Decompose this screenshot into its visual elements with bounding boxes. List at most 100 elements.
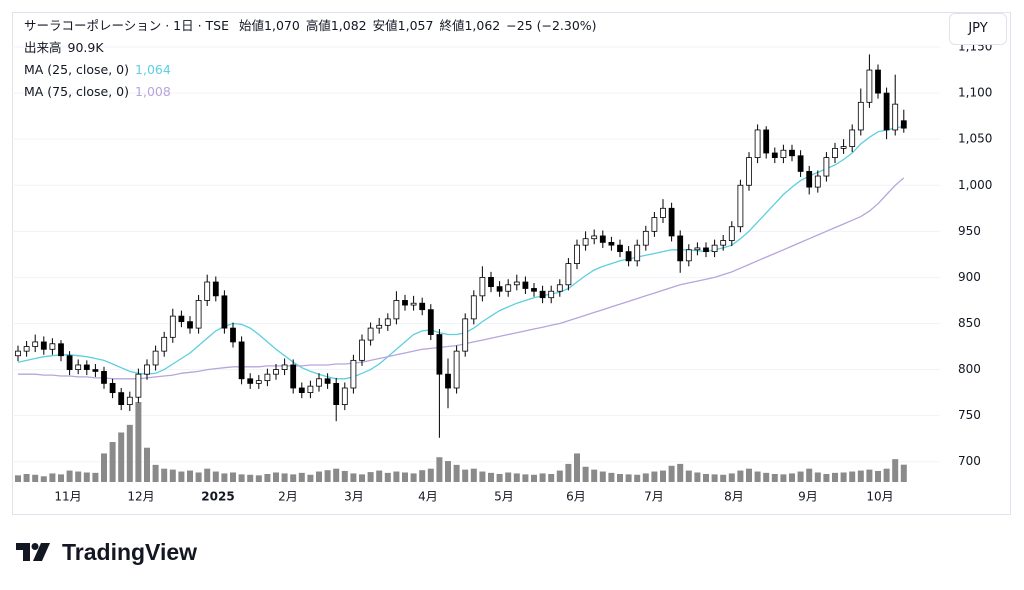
volume-bar bbox=[866, 469, 873, 482]
volume-bar bbox=[126, 424, 133, 482]
candle-body bbox=[427, 309, 434, 335]
candle-body bbox=[23, 346, 30, 352]
candle-body bbox=[754, 129, 761, 159]
volume-bar bbox=[556, 470, 563, 482]
logo bbox=[16, 543, 50, 561]
candle-body bbox=[144, 364, 150, 375]
volume-bar bbox=[316, 471, 322, 482]
candle-body bbox=[152, 350, 159, 366]
candle-body bbox=[522, 281, 529, 289]
candle-body bbox=[470, 295, 477, 320]
candle-body bbox=[591, 235, 598, 240]
candle-body bbox=[685, 249, 692, 262]
candle-body bbox=[161, 336, 168, 352]
candle-body bbox=[436, 334, 443, 375]
y-tick-label: 750 bbox=[958, 408, 981, 422]
candle-body bbox=[883, 92, 890, 131]
volume-bar bbox=[548, 474, 555, 482]
candle-body bbox=[694, 247, 701, 251]
y-tick-label: 1,000 bbox=[958, 178, 992, 192]
y-tick-label: 800 bbox=[958, 362, 981, 376]
y-tick-label: 850 bbox=[958, 316, 981, 330]
volume-bar bbox=[754, 471, 761, 482]
change-value: −25 (−2.30%) bbox=[506, 18, 597, 33]
candle-body bbox=[539, 290, 546, 299]
candle-body bbox=[814, 175, 821, 188]
volume-bar bbox=[608, 472, 615, 482]
volume-bar bbox=[393, 471, 400, 482]
volume-bar bbox=[204, 468, 211, 482]
y-tick-label: 950 bbox=[958, 224, 981, 238]
volume-bar bbox=[892, 459, 899, 482]
candle-body bbox=[316, 378, 322, 387]
candle-body bbox=[333, 382, 340, 405]
currency-button[interactable]: JPY bbox=[949, 13, 1007, 45]
candle-body bbox=[187, 321, 193, 329]
volume-bar bbox=[178, 471, 185, 482]
candle-body bbox=[350, 359, 357, 389]
volume-bar bbox=[565, 463, 572, 482]
candle-body bbox=[238, 341, 245, 380]
volume-bar bbox=[685, 470, 692, 482]
candle-body bbox=[109, 382, 116, 394]
candle-body bbox=[617, 244, 623, 253]
branding: TradingView bbox=[16, 536, 197, 568]
candle-body bbox=[324, 378, 331, 384]
x-tick-label: 9月 bbox=[798, 490, 818, 504]
axis-layer: 7007508008509009501,0001,0501,1001,15011… bbox=[54, 40, 992, 504]
volume-bar bbox=[384, 472, 391, 482]
candle-body bbox=[634, 244, 641, 262]
volume-bar bbox=[728, 473, 735, 482]
candle-body bbox=[488, 277, 494, 288]
candle-body bbox=[462, 318, 469, 352]
volume-layer bbox=[15, 402, 907, 482]
volume-bar bbox=[900, 464, 907, 482]
candle-body bbox=[273, 369, 279, 375]
volume-bar bbox=[212, 471, 219, 482]
candle-body bbox=[118, 392, 125, 405]
candle-body bbox=[453, 350, 460, 389]
volume-bar bbox=[651, 471, 658, 482]
volume-bar bbox=[857, 470, 864, 482]
ohlc-value: 1,070 bbox=[264, 18, 300, 33]
candle-body bbox=[402, 300, 408, 306]
candle-body bbox=[574, 244, 580, 264]
candle-body bbox=[771, 152, 778, 159]
volume-bar bbox=[814, 472, 821, 482]
ma-name: MA (75, close, 0) bbox=[24, 84, 130, 99]
volume-bar bbox=[737, 470, 744, 482]
candle-body bbox=[419, 302, 426, 311]
volume-bar bbox=[66, 470, 73, 482]
x-tick-label: 12月 bbox=[127, 490, 154, 504]
volume-bar bbox=[771, 474, 778, 482]
candle-body bbox=[359, 339, 365, 361]
candle-body bbox=[92, 369, 99, 372]
candle-body bbox=[393, 300, 400, 320]
volume-name: 出来高 bbox=[24, 40, 62, 55]
candle-body bbox=[832, 147, 838, 159]
volume-bar bbox=[574, 453, 580, 482]
candle-body bbox=[789, 149, 795, 157]
candle-body bbox=[900, 120, 907, 129]
candle-body bbox=[195, 300, 202, 329]
volume-bar bbox=[109, 442, 116, 482]
candle-body bbox=[660, 207, 666, 218]
candle-body bbox=[780, 149, 787, 159]
ma-value: 1,064 bbox=[135, 62, 171, 77]
volume-bar bbox=[823, 474, 830, 482]
volume-bar bbox=[883, 468, 890, 482]
x-tick-label: 8月 bbox=[724, 490, 744, 504]
volume-bar bbox=[642, 473, 649, 482]
volume-bar bbox=[445, 461, 451, 482]
volume-bar bbox=[591, 469, 598, 482]
candle-body bbox=[565, 263, 572, 286]
x-tick-label: 7月 bbox=[644, 490, 664, 504]
volume-bar bbox=[746, 468, 752, 482]
y-tick-label: 1,100 bbox=[958, 86, 992, 100]
candle-body bbox=[668, 207, 675, 237]
volume-bar bbox=[427, 468, 434, 482]
volume-bar bbox=[582, 466, 589, 482]
ma-value: 1,008 bbox=[135, 84, 171, 99]
candle-body bbox=[531, 288, 537, 292]
